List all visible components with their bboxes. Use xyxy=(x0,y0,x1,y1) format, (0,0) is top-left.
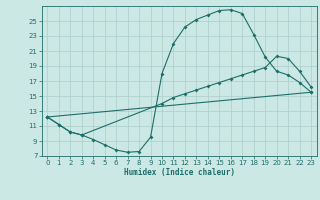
X-axis label: Humidex (Indice chaleur): Humidex (Indice chaleur) xyxy=(124,168,235,177)
